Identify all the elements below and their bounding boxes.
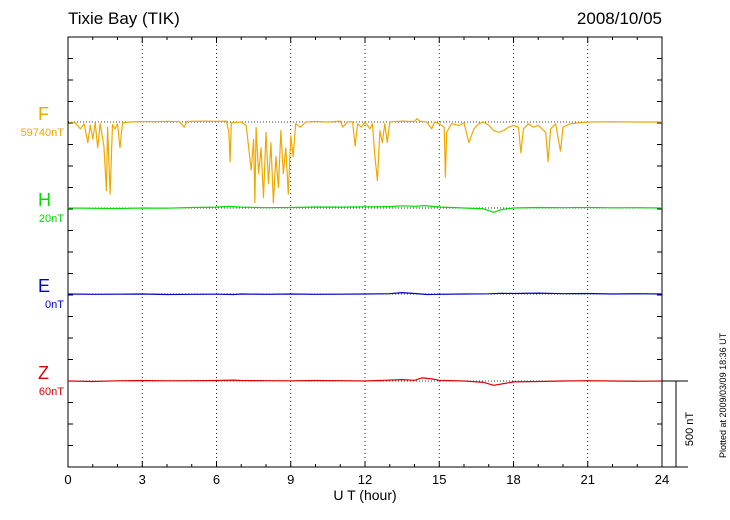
channel-name-h: H bbox=[38, 190, 51, 210]
x-tick-label-12h: 12 bbox=[358, 472, 372, 487]
x-axis-label: U T (hour) bbox=[333, 487, 396, 503]
date-title: 2008/10/05 bbox=[576, 9, 662, 28]
channel-name-f: F bbox=[38, 104, 49, 124]
channel-baseline-z: 60nT bbox=[38, 386, 64, 398]
channel-baseline-f: 59740nT bbox=[20, 127, 64, 139]
x-tick-label-0h: 0 bbox=[64, 472, 71, 487]
x-tick-label-6h: 6 bbox=[213, 472, 220, 487]
channel-name-e: E bbox=[38, 276, 51, 296]
x-tick-label-24h: 24 bbox=[655, 472, 669, 487]
series-trace-e bbox=[67, 292, 663, 296]
x-tick-label-9h: 9 bbox=[287, 472, 294, 487]
series-trace-z bbox=[67, 377, 663, 386]
station-title: Tixie Bay (TIK) bbox=[68, 9, 180, 28]
x-tick-label-18h: 18 bbox=[506, 472, 520, 487]
x-tick-label-15h: 15 bbox=[432, 472, 446, 487]
channel-baseline-h: 20nT bbox=[38, 213, 64, 225]
channel-name-z: Z bbox=[38, 363, 49, 383]
channel-baseline-e: 0nT bbox=[45, 299, 64, 311]
scale-bar-label: 500 nT bbox=[684, 412, 696, 447]
series-trace-h bbox=[67, 205, 663, 213]
x-tick-label-21h: 21 bbox=[581, 472, 595, 487]
series-trace-f bbox=[70, 118, 662, 204]
plotted-timestamp: Plotted at 2009/03/09 18:36 UT bbox=[718, 332, 728, 458]
x-tick-label-3h: 3 bbox=[139, 472, 146, 487]
